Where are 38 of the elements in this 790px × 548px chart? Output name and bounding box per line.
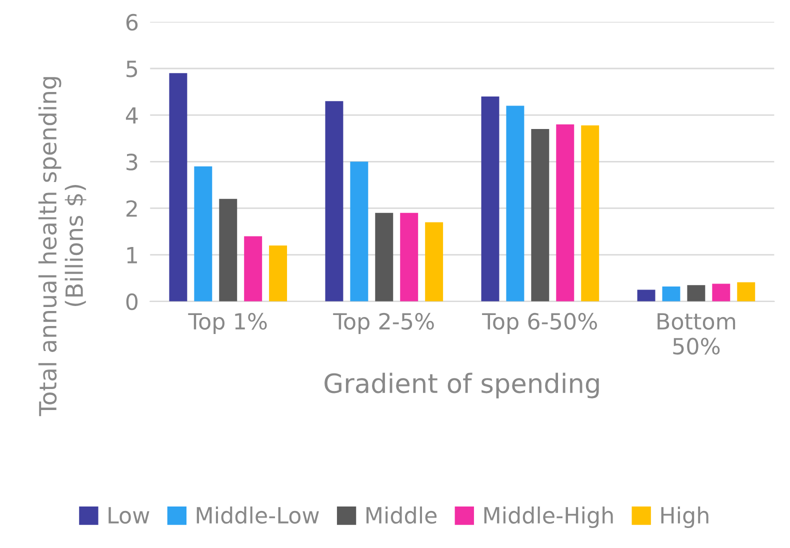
bar [219, 198, 238, 302]
y-tick-label: 6 [126, 14, 138, 31]
bar [481, 96, 500, 302]
legend-label: Middle [366, 506, 437, 524]
bar [400, 212, 418, 302]
x-tick-label: Top 6-50% [482, 312, 597, 334]
bar [244, 236, 262, 302]
bar [712, 284, 730, 302]
bar [662, 286, 680, 302]
bar [556, 124, 574, 302]
x-tick-label: Bottom 50% [658, 313, 736, 355]
y-tick-label: 5 [126, 60, 138, 78]
bar [269, 246, 288, 302]
bar [194, 166, 212, 302]
bar [531, 129, 550, 302]
bar [325, 101, 344, 302]
bar [506, 106, 524, 302]
bar [737, 282, 756, 302]
bar [637, 290, 656, 302]
legend-label: High [661, 506, 708, 528]
x-tick-label: Top 1% [188, 312, 267, 334]
bar [687, 285, 706, 302]
bar [425, 222, 444, 302]
legend-label: Low [108, 507, 150, 524]
x-tick-label: Top 2-5% [333, 312, 434, 334]
y-tick-label: 2 [126, 200, 137, 217]
y-tick-label: 0 [126, 293, 138, 310]
bar [169, 73, 188, 302]
y-axis-title: Total annual health spending (Billions $) [38, 77, 86, 416]
y-tick-label: 4 [126, 107, 138, 124]
y-tick-label: 3 [126, 154, 138, 170]
y-tick-label: 1 [127, 247, 137, 264]
legend-label: Middle-High [484, 506, 613, 528]
bar [350, 162, 368, 302]
bar [581, 125, 600, 302]
x-axis-title: Gradient of spending [324, 372, 599, 398]
bar [375, 212, 394, 302]
legend-label: Middle-Low [196, 506, 319, 524]
